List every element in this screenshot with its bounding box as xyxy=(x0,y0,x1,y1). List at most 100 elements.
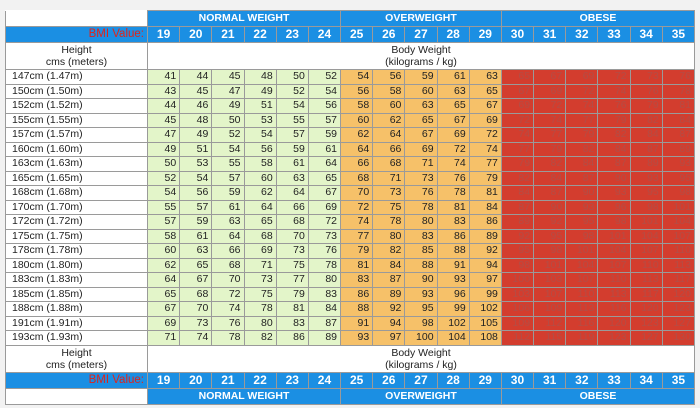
weight-cell: 102 xyxy=(468,301,502,317)
weight-cell: 67 xyxy=(179,272,213,288)
weight-cell: 96 xyxy=(597,199,631,215)
weight-cell: 93 xyxy=(661,156,696,172)
weight-cell: 66 xyxy=(372,141,406,157)
weight-cell: 95 xyxy=(565,214,599,230)
weight-cell: 73 xyxy=(629,69,663,85)
data-row: 178cm (1.78m) 60 63 66 69 73 76 79 82 85 88 92 95 98 1… xyxy=(5,243,696,259)
weight-cell: 130 xyxy=(661,330,696,346)
group-header: OVERWEIGHT xyxy=(340,387,502,405)
weight-cell: 87 xyxy=(500,199,535,215)
height-cell: 188cm (1.88m) xyxy=(5,301,148,317)
weight-cell: 79 xyxy=(629,98,663,114)
weight-cell: 65 xyxy=(146,286,181,302)
weight-cell: 81 xyxy=(468,185,502,201)
weight-cell: 92 xyxy=(372,301,406,317)
data-row: 180cm (1.80m) 62 65 68 71 75 78 81 84 88 91 94 98 101… xyxy=(5,257,696,273)
weight-cell: 108 xyxy=(468,330,502,346)
weight-cell: 106 xyxy=(500,301,535,317)
weight-cell: 100 xyxy=(500,272,535,288)
weight-cell: 49 xyxy=(146,141,181,157)
weight-cell: 88 xyxy=(404,257,438,273)
weight-cell: 77 xyxy=(468,156,502,172)
weight-cell: 56 xyxy=(372,69,406,85)
weight-cell: 86 xyxy=(468,214,502,230)
weight-cell: 77 xyxy=(340,228,374,244)
weight-cell: 68 xyxy=(340,170,374,186)
bmi-value: 33 xyxy=(597,26,631,43)
weight-cell: 91 xyxy=(340,315,374,331)
weight-cell: 99 xyxy=(468,286,502,302)
weight-cell: 69 xyxy=(243,243,277,259)
weight-cell: 127 xyxy=(629,330,663,346)
weight-cell: 78 xyxy=(307,257,342,273)
weight-cell: 73 xyxy=(275,243,309,259)
weight-cell: 56 xyxy=(307,98,342,114)
weight-cell: 64 xyxy=(211,228,245,244)
weight-cell: 65 xyxy=(436,98,470,114)
header-label: Height xyxy=(61,44,92,56)
blank-cell xyxy=(5,387,148,405)
data-row: 155cm (1.55m) 45 48 50 53 55 57 60 62 65 67 69 72 74 7… xyxy=(5,112,696,128)
weight-cell: 112 xyxy=(500,330,535,346)
weight-cell: 104 xyxy=(661,214,696,230)
bmi-value: 30 xyxy=(500,371,535,389)
weight-cell: 58 xyxy=(340,98,374,114)
weight-cell: 76 xyxy=(629,83,663,99)
weight-cell: 123 xyxy=(629,315,663,331)
weight-cell: 63 xyxy=(275,170,309,186)
header-unit: cms (meters) xyxy=(45,56,108,68)
header-label: Body Weight xyxy=(391,44,451,56)
bmi-value: 30 xyxy=(500,26,535,43)
weight-cell: 107 xyxy=(629,243,663,259)
height-header: Height cms (meters) xyxy=(5,344,148,373)
weight-cell: 80 xyxy=(404,214,438,230)
bmi-value: 22 xyxy=(243,26,277,43)
weight-cell: 49 xyxy=(179,127,213,143)
weight-cell: 89 xyxy=(661,141,696,157)
weight-cell: 107 xyxy=(533,286,567,302)
weight-cell: 68 xyxy=(275,214,309,230)
height-cell: 170cm (1.70m) xyxy=(5,199,148,215)
data-row: 183cm (1.83m) 64 67 70 73 77 80 83 87 90 93 97 100 10… xyxy=(5,272,696,288)
weight-cell: 83 xyxy=(340,272,374,288)
weight-cell: 50 xyxy=(146,156,181,172)
weight-cell: 46 xyxy=(179,98,213,114)
weight-cell: 62 xyxy=(340,127,374,143)
height-cell: 178cm (1.78m) xyxy=(5,243,148,259)
weight-cell: 83 xyxy=(275,315,309,331)
height-cell: 168cm (1.68m) xyxy=(5,185,148,201)
weight-cell: 67 xyxy=(468,98,502,114)
weight-cell: 76 xyxy=(436,170,470,186)
weight-cell: 90 xyxy=(597,170,631,186)
weight-cell: 62 xyxy=(243,185,277,201)
weight-cell: 98 xyxy=(533,243,567,259)
weight-cell: 68 xyxy=(243,228,277,244)
height-cell: 193cm (1.93m) xyxy=(5,330,148,346)
weight-cell: 80 xyxy=(372,228,406,244)
weight-cell: 64 xyxy=(307,156,342,172)
data-row: 163cm (1.63m) 50 53 55 58 61 64 66 68 71 74 77 79 82 8… xyxy=(5,156,696,172)
weight-cell: 75 xyxy=(372,199,406,215)
weight-cell: 54 xyxy=(146,185,181,201)
weight-cell: 72 xyxy=(340,199,374,215)
weight-cell: 77 xyxy=(533,127,567,143)
weight-cell: 69 xyxy=(468,112,502,128)
bmi-value: 24 xyxy=(307,371,342,389)
bmi-table-wrap: NORMAL WEIGHT OVERWEIGHT OBESE BMI Value: 19… xyxy=(5,10,696,405)
weight-cell: 47 xyxy=(146,127,181,143)
weight-cell: 82 xyxy=(243,330,277,346)
bmi-value: 25 xyxy=(340,371,374,389)
weight-cell: 117 xyxy=(629,286,663,302)
bmi-label: BMI Value: xyxy=(5,371,148,389)
weight-cell: 56 xyxy=(340,83,374,99)
weight-cell: 57 xyxy=(275,127,309,143)
weight-cell: 72 xyxy=(436,141,470,157)
weight-cell: 50 xyxy=(211,112,245,128)
weight-cell: 69 xyxy=(533,83,567,99)
weight-cell: 98 xyxy=(500,257,535,273)
height-cell: 180cm (1.80m) xyxy=(5,257,148,273)
weight-cell: 57 xyxy=(146,214,181,230)
weight-cell: 74 xyxy=(597,83,631,99)
weight-cell: 83 xyxy=(404,228,438,244)
weight-cell: 76 xyxy=(597,98,631,114)
